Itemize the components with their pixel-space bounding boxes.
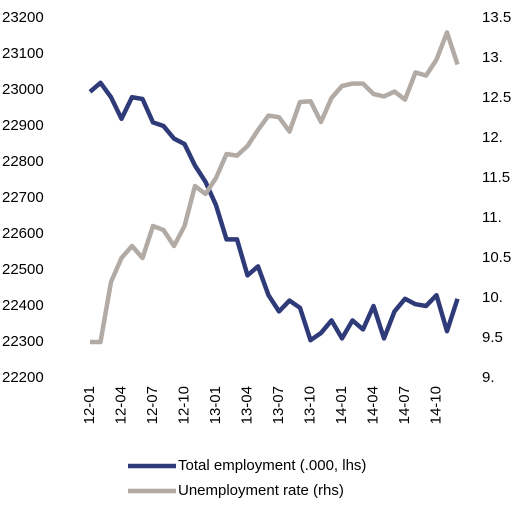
- y2-tick-label: 9.5: [482, 329, 503, 346]
- legend-label: Unemployment rate (rhs): [178, 482, 344, 499]
- legend-label: Total employment (.000, lhs): [178, 457, 366, 474]
- y-tick-label: 22600: [2, 225, 44, 242]
- y2-tick-label: 13.: [482, 49, 503, 66]
- y-tick-label: 22500: [2, 261, 44, 278]
- y-tick-label: 23000: [2, 81, 44, 98]
- x-tick-label: 12-04: [112, 386, 129, 424]
- y-tick-label: 22300: [2, 333, 44, 350]
- y2-tick-label: 10.: [482, 289, 503, 306]
- line: [88, 80, 460, 343]
- y2-tick-label: 10.5: [482, 249, 511, 266]
- y2-tick-label: 11.: [482, 209, 502, 226]
- x-tick-label: 14-10: [427, 386, 444, 424]
- y-tick-label: 22800: [2, 153, 44, 170]
- x-tick-label: 13-07: [270, 386, 287, 424]
- line: [90, 30, 460, 345]
- y-tick-label: 23200: [2, 9, 44, 26]
- y-tick-label: 22400: [2, 297, 44, 314]
- y-tick-label: 22200: [2, 369, 44, 386]
- y2-tick-label: 12.: [482, 129, 503, 146]
- y2-tick-label: 11.5: [482, 169, 510, 186]
- x-tick-label: 13-10: [301, 386, 318, 424]
- x-tick-label: 14-07: [396, 386, 413, 424]
- y-tick-label: 22900: [2, 117, 44, 134]
- x-tick-label: 13-01: [207, 386, 224, 424]
- x-tick-label: 14-04: [364, 386, 381, 424]
- y-tick-label: 23100: [2, 45, 44, 62]
- x-tick-label: 13-04: [238, 386, 255, 424]
- y2-tick-label: 12.5: [482, 89, 511, 106]
- y2-tick-label: 9.: [482, 369, 495, 386]
- x-tick-label: 12-01: [81, 386, 98, 424]
- y-tick-label: 22700: [2, 189, 44, 206]
- x-tick-label: 12-07: [144, 386, 161, 424]
- y2-tick-label: 13.5: [482, 9, 511, 26]
- x-tick-label: 12-10: [175, 386, 192, 424]
- x-tick-label: 14-01: [333, 386, 350, 424]
